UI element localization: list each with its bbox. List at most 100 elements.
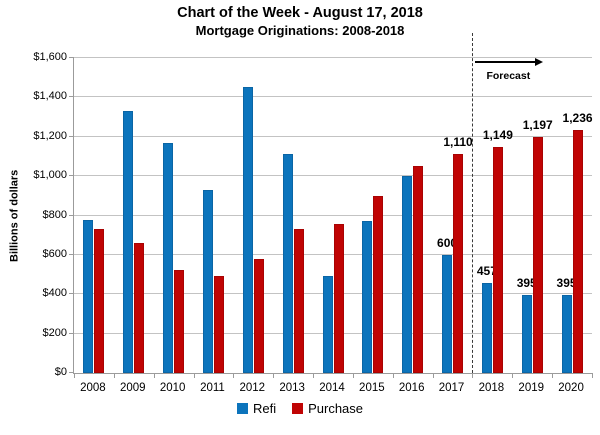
y-tick-label: $1,000 [33, 169, 67, 182]
y-tick-label: $1,400 [33, 90, 67, 103]
x-tick-label: 2013 [279, 382, 305, 394]
bar-purchase-2018 [492, 146, 503, 373]
x-axis-tick [472, 373, 474, 378]
gridline [74, 214, 592, 216]
x-tick-label: 2016 [398, 382, 425, 394]
bar-purchase-2012 [253, 258, 264, 373]
forecast-arrow-head [535, 58, 544, 66]
bar-purchase-2014 [333, 224, 344, 373]
legend-item-purchase: Purchase [292, 401, 363, 416]
y-tick-label: $200 [42, 326, 67, 339]
bar-refi-2015 [362, 221, 373, 373]
y-tick-label: $400 [42, 287, 67, 300]
x-axis-tick [552, 373, 554, 378]
bar-refi-2013 [282, 154, 293, 373]
x-axis-tick [193, 373, 195, 378]
y-axis-tick [69, 214, 74, 216]
bar-purchase-2010 [174, 269, 185, 373]
bar-refi-2019 [521, 295, 532, 373]
bar-purchase-2013 [293, 229, 304, 373]
bar-purchase-2016 [413, 166, 424, 373]
gridline [74, 332, 592, 334]
x-tick-label: 2010 [159, 382, 186, 394]
gridline [74, 175, 592, 177]
gridline [74, 57, 592, 58]
x-tick-label: 2015 [359, 382, 385, 394]
y-axis-tick [69, 253, 74, 255]
x-tick-label: 2020 [558, 382, 584, 394]
legend-label-refi: Refi [252, 401, 277, 416]
bar-label-refi-2020: 395 [556, 276, 577, 291]
bar-label-purchase-2020: 1,236 [562, 110, 593, 125]
y-tick-label: $1,600 [33, 51, 67, 63]
bar-purchase-2019 [532, 137, 543, 373]
bar-refi-2012 [242, 86, 253, 373]
x-axis-tick [113, 373, 115, 378]
forecast-label: Forecast [486, 70, 531, 82]
bar-purchase-2017 [453, 154, 464, 373]
bar-refi-2017 [442, 254, 453, 373]
bar-purchase-2011 [213, 275, 224, 373]
bar-purchase-2020 [572, 129, 583, 373]
x-axis-tick [392, 373, 394, 378]
bar-purchase-2015 [373, 195, 384, 373]
legend-item-refi: Refi [236, 401, 277, 416]
y-axis-tick [69, 175, 74, 177]
bar-refi-2018 [481, 283, 492, 373]
chart-subtitle: Mortgage Originations: 2008-2018 [195, 23, 405, 38]
x-axis-tick [313, 373, 315, 378]
bar-refi-2010 [163, 142, 174, 373]
forecast-divider [472, 33, 474, 373]
x-axis-tick [432, 373, 434, 378]
y-tick-label: $600 [42, 247, 67, 260]
y-tick-label: $1,200 [33, 129, 67, 142]
bar-label-refi-2017: 600 [437, 235, 458, 250]
x-axis-tick [352, 373, 354, 378]
x-axis-tick [512, 373, 514, 378]
y-axis-tick [69, 96, 74, 98]
x-tick-label: 2019 [518, 382, 545, 394]
x-axis-tick [592, 373, 593, 378]
x-tick-label: 2011 [200, 382, 225, 394]
bar-refi-2016 [402, 176, 413, 373]
x-tick-label: 2014 [319, 382, 345, 394]
x-tick-label: 2009 [119, 382, 146, 394]
x-tick-label: 2008 [80, 382, 106, 394]
x-tick-label: 2018 [478, 382, 505, 394]
y-tick-label: $800 [42, 208, 67, 221]
x-tick-label: 2012 [239, 382, 266, 394]
y-axis-tick [69, 372, 74, 373]
bar-purchase-2009 [134, 243, 145, 373]
bar-refi-2008 [83, 220, 94, 373]
x-tick-label: 2017 [438, 382, 465, 394]
x-axis-tick [153, 373, 155, 378]
gridline [74, 135, 592, 137]
y-axis-tick [69, 332, 74, 334]
bar-refi-2020 [561, 295, 572, 373]
bar-purchase-2008 [94, 229, 105, 373]
bar-label-refi-2018: 457 [476, 264, 497, 279]
x-axis-tick [74, 373, 75, 378]
chart-title: Chart of the Week - August 17, 2018 [177, 5, 423, 21]
y-axis-tick [69, 135, 74, 137]
legend-swatch-refi [236, 403, 248, 414]
bar-label-purchase-2018: 1,149 [482, 127, 513, 142]
x-axis-tick [273, 373, 275, 378]
gridline [74, 293, 592, 295]
forecast-arrow [475, 61, 536, 63]
bar-refi-2011 [202, 189, 213, 373]
legend-label-purchase: Purchase [308, 401, 364, 416]
gridline [74, 253, 592, 255]
y-axis-tick [69, 57, 74, 58]
x-axis-tick [233, 373, 235, 378]
plot-area: 600 457 395 395 1,110 1,149 1,197 1,236 Forecast [69, 33, 593, 378]
bar-refi-2014 [322, 275, 333, 373]
legend-swatch-purchase [292, 403, 304, 414]
y-axis-tick [69, 293, 74, 295]
bar-refi-2009 [123, 111, 134, 373]
legend: Refi Purchase [0, 401, 600, 416]
bar-label-refi-2019: 395 [516, 276, 537, 291]
gridline [74, 96, 592, 98]
bar-label-purchase-2017: 1,110 [443, 135, 473, 150]
